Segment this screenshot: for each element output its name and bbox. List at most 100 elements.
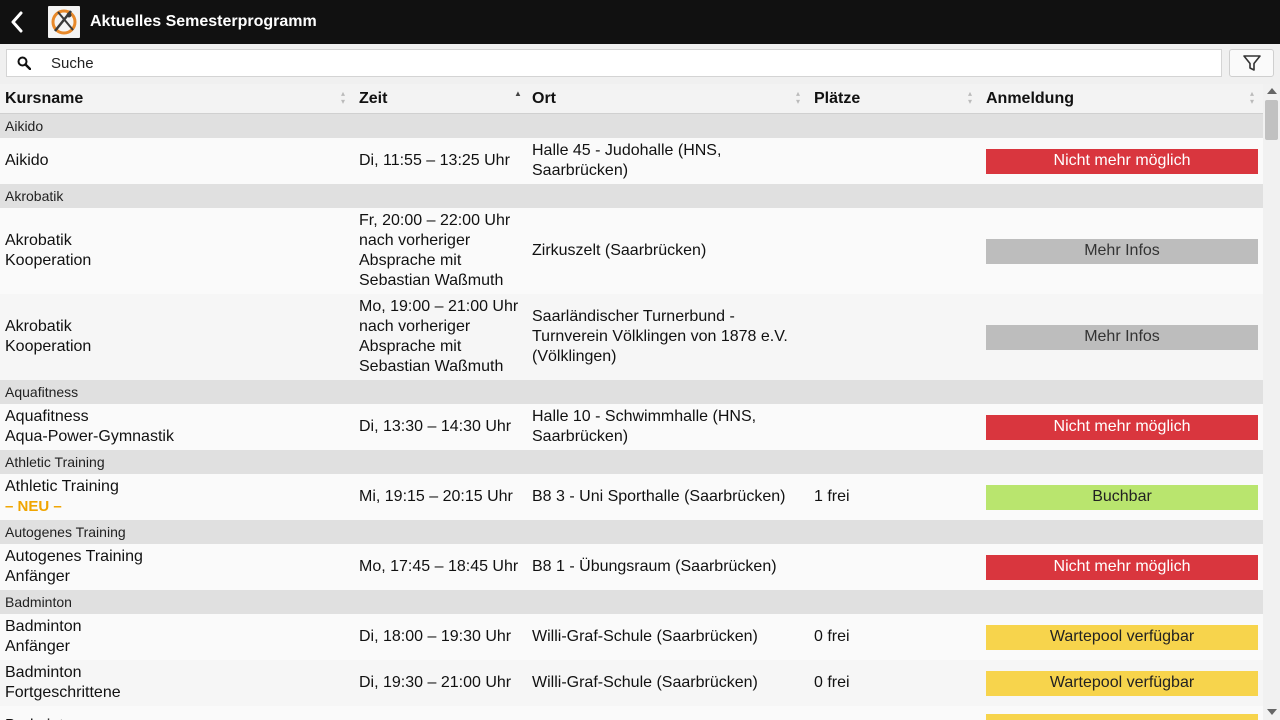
course-name-line: Anfänger (5, 568, 70, 585)
seats-value: 0 frei (814, 674, 850, 691)
course-place-line: Saarbrücken) (532, 162, 629, 179)
scroll-up-icon[interactable] (1267, 88, 1277, 94)
registration-cell: Mehr Infos (986, 208, 1258, 294)
course-seats (814, 404, 974, 450)
course-place (532, 706, 802, 720)
course-time-line: Di, 13:30 – 14:30 Uhr (359, 418, 512, 435)
registration-button[interactable]: Buchbar (986, 484, 1258, 510)
group-header: Badminton (0, 590, 1263, 614)
search-icon (9, 56, 39, 70)
course-name-line: Athletic Training (5, 478, 119, 495)
registration-cell: Nicht mehr möglich (986, 544, 1258, 590)
course-time-line: Di, 19:30 – 21:00 Uhr (359, 674, 512, 691)
header-zeit[interactable]: Zeit (359, 89, 388, 107)
course-place: Saarländischer Turnerbund - Turnverein Vö… (532, 294, 802, 380)
course-time: Di, 18:00 – 19:30 Uhr (359, 614, 524, 660)
course-place-line: Halle 45 - Judohalle (HNS, (532, 142, 722, 159)
course-name: Autogenes Training Anfänger (5, 544, 345, 590)
table-row[interactable]: Akrobatik Kooperation Mo, 19:00 – 21:00 Uh… (0, 294, 1263, 380)
course-place-line: B8 1 - Übungsraum (Saarbrücken) (532, 558, 777, 575)
course-time-line: nach vorheriger (359, 232, 471, 249)
course-time-line: Sebastian Waßmuth (359, 358, 504, 375)
course-name: Athletic Training – NEU – (5, 474, 345, 520)
course-place-line: Willi-Graf-Schule (Saarbrücken) (532, 628, 758, 645)
table-row[interactable]: Badminton Fortgeschrittene Di, 19:30 – 21:… (0, 660, 1263, 706)
course-time-line: Di, 18:00 – 19:30 Uhr (359, 628, 512, 645)
registration-button[interactable]: Mehr Infos (986, 238, 1258, 264)
page-title: Aktuelles Semesterprogramm (90, 13, 317, 30)
search-bar (0, 44, 1280, 84)
search-input[interactable] (51, 51, 1151, 75)
course-place-line: Saarländischer Turnerbund - (532, 308, 735, 325)
course-name-line: Fortgeschrittene (5, 684, 121, 701)
sort-indicator-icon: ▴ ▾ (968, 89, 973, 106)
group-header: Aquafitness (0, 380, 1263, 404)
registration-button[interactable]: Nicht mehr möglich (986, 414, 1258, 440)
table-body: Aikido Aikido Di, 11:55 – 13:25 Uhr Halle 4… (0, 114, 1263, 720)
course-name-line: Aqua-Power-Gymnastik (5, 428, 174, 445)
course-seats: 1 frei (814, 474, 974, 520)
chevron-left-icon (11, 11, 23, 33)
course-time (359, 706, 524, 720)
header-anmeldung[interactable]: Anmeldung (986, 89, 1074, 107)
course-time: Di, 13:30 – 14:30 Uhr (359, 404, 524, 450)
course-seats: 0 frei (814, 614, 974, 660)
header-kursname[interactable]: Kursname (5, 89, 84, 107)
course-seats (814, 294, 974, 380)
course-seats (814, 138, 974, 184)
table-row[interactable]: Akrobatik Kooperation Fr, 20:00 – 22:00 Uh… (0, 208, 1263, 294)
filter-button[interactable] (1229, 49, 1274, 77)
search-box (6, 49, 1222, 77)
registration-button[interactable] (986, 713, 1258, 720)
course-place-line: B8 3 - Uni Sporthalle (Saarbrücken) (532, 488, 786, 505)
registration-button[interactable]: Nicht mehr möglich (986, 554, 1258, 580)
scroll-down-icon[interactable] (1267, 709, 1277, 715)
new-badge: – NEU – (5, 498, 62, 515)
sort-indicator-icon: ▴ ▾ (341, 89, 346, 106)
university-sport-logo (49, 7, 79, 37)
course-place: Zirkuszelt (Saarbrücken) (532, 208, 802, 294)
scroll-thumb[interactable] (1265, 100, 1278, 140)
header-plaetze[interactable]: Plätze (814, 89, 861, 107)
course-time-line: Absprache mit (359, 252, 462, 269)
course-seats (814, 544, 974, 590)
course-name-line: Badminton (5, 664, 82, 681)
registration-button[interactable]: Mehr Infos (986, 324, 1258, 350)
registration-cell: Wartepool verfügbar (986, 660, 1258, 706)
filter-icon (1242, 55, 1261, 71)
course-name-line: Akrobatik (5, 232, 72, 249)
scrollbar[interactable] (1263, 84, 1280, 720)
course-name-line: Kooperation (5, 252, 92, 269)
registration-cell (986, 706, 1258, 720)
header-ort[interactable]: Ort (532, 89, 556, 107)
logo (48, 6, 80, 38)
course-name-line: Badminton (5, 716, 345, 720)
table-row[interactable]: Aikido Di, 11:55 – 13:25 Uhr Halle 45 - Ju… (0, 138, 1263, 184)
registration-cell: Nicht mehr möglich (986, 138, 1258, 184)
course-place-line: Zirkuszelt (Saarbrücken) (532, 242, 707, 259)
table-row[interactable]: Badminton Anfänger Di, 18:00 – 19:30 Uhr Wi… (0, 614, 1263, 660)
back-button[interactable] (2, 0, 32, 44)
table-row[interactable]: Aquafitness Aqua-Power-Gymnastik Di, 13:30… (0, 404, 1263, 450)
course-place-line: (Völklingen) (532, 348, 617, 365)
registration-button[interactable]: Wartepool verfügbar (986, 670, 1258, 696)
course-place-line: Halle 10 - Schwimmhalle (HNS, (532, 408, 757, 425)
course-place: Halle 10 - Schwimmhalle (HNS, Saarbrücken… (532, 404, 802, 450)
course-place-line: Willi-Graf-Schule (Saarbrücken) (532, 674, 758, 691)
course-time: Mo, 19:00 – 21:00 Uhr nach vorheriger Absp… (359, 294, 524, 380)
registration-button[interactable]: Wartepool verfügbar (986, 624, 1258, 650)
registration-button[interactable]: Nicht mehr möglich (986, 148, 1258, 174)
table-row[interactable]: Autogenes Training Anfänger Mo, 17:45 – 18… (0, 544, 1263, 590)
course-time-line: Mo, 17:45 – 18:45 Uhr (359, 558, 519, 575)
sort-indicator-icon: ▴ ▾ (1250, 89, 1255, 106)
course-name-line: Anfänger (5, 638, 70, 655)
group-header: Autogenes Training (0, 520, 1263, 544)
table-row[interactable]: Athletic Training – NEU – Mi, 19:15 – 20:1… (0, 474, 1263, 520)
table-row[interactable]: Badminton (0, 706, 1263, 720)
course-name: Badminton (5, 706, 345, 720)
course-time-line: Fr, 20:00 – 22:00 Uhr (359, 212, 511, 229)
course-name-line: Akrobatik (5, 318, 72, 335)
course-name-line: Badminton (5, 618, 82, 635)
group-header: Athletic Training (0, 450, 1263, 474)
course-time: Mo, 17:45 – 18:45 Uhr (359, 544, 524, 590)
